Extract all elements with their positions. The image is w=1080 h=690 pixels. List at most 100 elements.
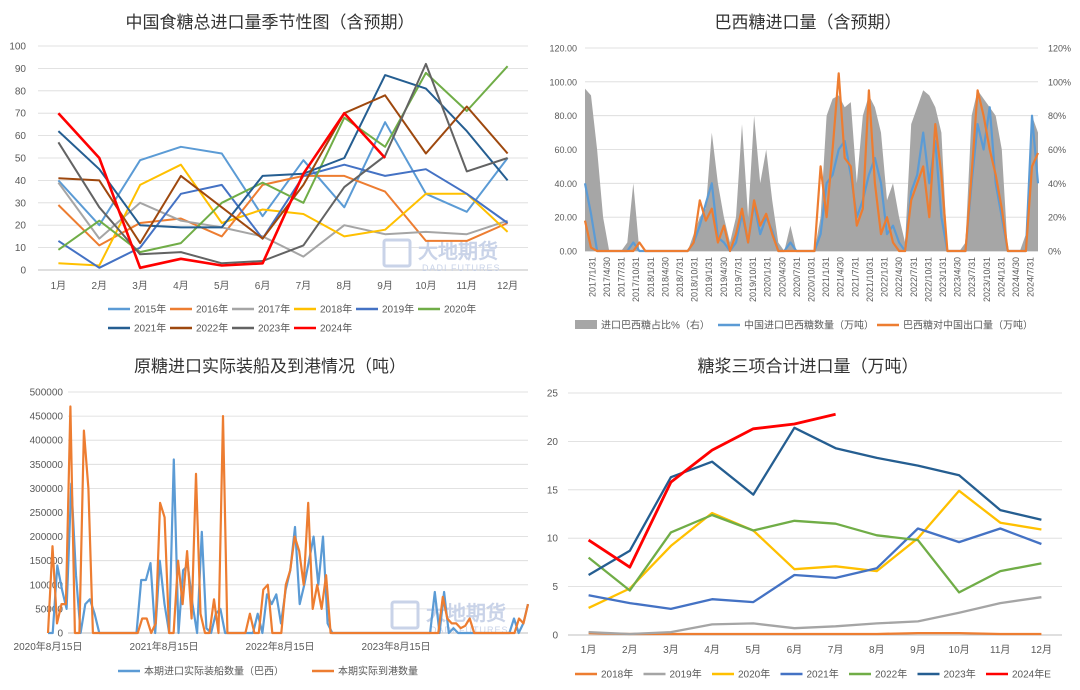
x-tick-label: 2020年8月15日: [14, 640, 83, 653]
x-tick-label: 2020/1/31: [763, 257, 773, 297]
y-tick-label: 20: [15, 221, 27, 232]
legend-label: 进口巴西糖占比%（右）: [601, 319, 710, 332]
y-tick-label: 10: [547, 534, 559, 545]
x-tick-label: 2023/7/31: [967, 257, 977, 297]
y-tick-label: 50: [15, 154, 27, 165]
y-tick-label: 300000: [30, 484, 64, 495]
series-line-2020年: [588, 489, 1042, 609]
x-tick-label: 2月: [91, 280, 107, 292]
x-tick-label: 8月: [336, 280, 352, 292]
y-tick-label: 0: [20, 266, 26, 277]
x-tick-label: 2023/1/31: [938, 257, 948, 297]
x-tick-label: 10月: [415, 280, 436, 292]
chart-title: 巴西糖进口量（含预期）: [715, 13, 902, 33]
x-tick-label: 2022/7/31: [909, 257, 919, 297]
y-tick-label: 100000: [30, 580, 64, 591]
y-tick-label-left: 80.00: [554, 111, 577, 121]
y-tick-label: 10: [15, 243, 27, 254]
y-tick-label-left: 40.00: [554, 179, 577, 189]
x-tick-label: 2024/7/31: [1026, 257, 1036, 297]
x-tick-label: 2021年8月15日: [130, 640, 199, 653]
legend-label: 2018年: [601, 668, 633, 681]
watermark-logo: [382, 238, 412, 268]
legend-label: 2016年: [196, 303, 228, 316]
y-tick-label: 25: [547, 389, 559, 400]
watermark-logo: [390, 600, 420, 630]
legend-label: 2024年E: [1012, 668, 1051, 681]
x-tick-label: 2023/4/30: [953, 257, 963, 297]
x-tick-label: 3月: [132, 280, 148, 292]
x-tick-label: 5月: [214, 280, 230, 292]
x-tick-label: 5月: [745, 644, 761, 656]
x-tick-label: 11月: [990, 644, 1010, 656]
chart-china-sugar-imports-seasonal: 中国食糖总进口量季节性图（含预期） 0 10 20 30 40 50 60 70 80 90 100…: [9, 13, 528, 335]
chart-title: 原糖进口实际装船及到港情况（吨）: [134, 357, 406, 377]
y-tick-label: 0: [552, 631, 558, 642]
series-line-2016年: [57, 174, 509, 247]
x-tick-label: 2018/10/31: [690, 257, 700, 302]
y-tick-label: 70: [15, 109, 27, 120]
legend-label: 2021年: [134, 322, 166, 335]
series-line-1: [46, 405, 530, 635]
y-tick-label: 200000: [30, 532, 64, 543]
legend-label: 2023年: [258, 322, 290, 335]
y-tick-label: 400000: [30, 436, 64, 447]
x-tick-label: 12月: [1031, 644, 1052, 656]
legend-label: 2017年: [258, 303, 290, 316]
x-tick-label: 2017/4/30: [602, 257, 612, 297]
legend-label: 2022年: [875, 668, 907, 681]
legend-label: 巴西糖对中国出口量（万吨）: [903, 319, 1033, 332]
legend-label: 2019年: [382, 303, 414, 316]
watermark-text: 大地期货: [418, 239, 498, 263]
x-tick-label: 2024/4/30: [1011, 257, 1021, 297]
x-tick-label: 4月: [173, 280, 189, 292]
y-tick-label: 80: [15, 86, 27, 97]
y-tick-label-left: 60.00: [554, 145, 577, 155]
x-tick-label: 3月: [663, 644, 679, 656]
y-tick-label: 60: [15, 131, 27, 142]
x-tick-label: 10月: [949, 644, 970, 656]
y-tick-label-left: 20.00: [554, 213, 577, 223]
series-line-2020年: [57, 65, 509, 254]
series-line-2: [583, 72, 1040, 253]
x-tick-label: 12月: [497, 280, 518, 292]
x-tick-label: 2018/4/30: [660, 257, 670, 297]
y-tick-label-right: 80%: [1048, 111, 1066, 121]
series-line-2018年: [588, 631, 1042, 636]
x-tick-label: 9月: [377, 280, 393, 292]
series-line-2015年: [57, 121, 509, 227]
y-tick-label: 450000: [30, 412, 64, 423]
legend-label: 2023年: [944, 668, 976, 681]
x-tick-label: 2019/7/31: [733, 257, 743, 297]
y-tick-label: 150000: [30, 556, 64, 567]
x-tick-label: 9月: [910, 644, 926, 656]
x-tick-label: 7月: [296, 280, 312, 292]
x-tick-label: 7月: [828, 644, 844, 656]
x-tick-label: 2024/1/31: [996, 257, 1006, 297]
y-tick-label: 30: [15, 198, 27, 209]
series-line-2022年: [58, 94, 509, 245]
y-tick-label: 250000: [30, 508, 64, 519]
x-tick-label: 2020/10/31: [807, 257, 817, 302]
x-tick-label: 2017/7/31: [617, 257, 627, 297]
series-line-2024年: [57, 111, 387, 270]
legend-label: 本期实际到港数量: [338, 665, 418, 678]
x-tick-label: 4月: [704, 644, 720, 656]
series-line-2022年: [587, 513, 1042, 594]
x-tick-label: 2019/1/31: [704, 257, 714, 297]
legend-label: 中国进口巴西糖数量（万吨）: [744, 319, 874, 332]
x-tick-label: 2020/7/31: [792, 257, 802, 297]
x-tick-label: 2022年8月15日: [246, 640, 315, 653]
y-tick-label-left: 100.00: [549, 77, 577, 87]
y-tick-label: 5: [552, 582, 558, 593]
x-tick-label: 2021/7/31: [850, 257, 860, 297]
y-tick-label: 20: [547, 437, 559, 448]
legend-label: 2020年: [444, 303, 476, 316]
legend-swatch: [575, 320, 597, 329]
legend-label: 2021年: [807, 668, 839, 681]
x-tick-label: 2018/7/31: [675, 257, 685, 297]
y-tick-label-right: 100%: [1048, 77, 1071, 87]
x-tick-label: 2018/1/31: [646, 257, 656, 297]
legend-label: 2015年: [134, 303, 166, 316]
x-tick-label: 2022/10/31: [923, 257, 933, 302]
